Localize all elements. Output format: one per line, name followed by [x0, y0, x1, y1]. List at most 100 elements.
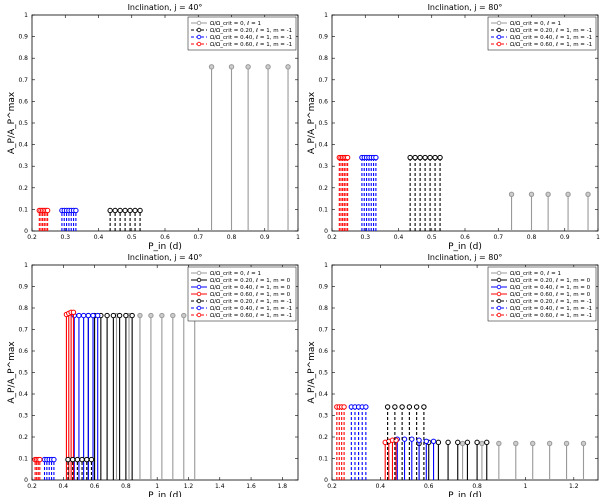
stem-marker — [565, 191, 571, 197]
stem-marker — [530, 440, 536, 447]
legend-label: Ω/Ω_crit = 0.20, ℓ = 1, m = -1 — [210, 28, 292, 34]
stem-marker — [127, 207, 133, 214]
stem-marker — [546, 440, 553, 447]
legend-marker — [196, 20, 202, 26]
legend-label: Ω/Ω_crit = 0.60, ℓ = 1, m = -1 — [510, 42, 592, 48]
stem-marker — [228, 64, 235, 70]
x-tick-label: 1 — [596, 234, 600, 241]
y-tick-label: 0.3 — [18, 413, 28, 420]
legend-label: Ω/Ω_crit = 0.60, ℓ = 1, m = -1 — [210, 313, 292, 319]
x-tick-label: 0.9 — [560, 234, 570, 241]
stem-marker — [285, 64, 291, 70]
y-tick-label: 0.5 — [318, 120, 328, 127]
x-tick-label: 1.8 — [278, 483, 288, 490]
stem-marker — [69, 456, 76, 463]
legend-label: Ω/Ω_crit = 0, ℓ = 1 — [510, 271, 561, 277]
legend-marker — [496, 277, 502, 283]
legend-label: Ω/Ω_crit = 0.40, ℓ = 1, m = -1 — [510, 35, 592, 41]
legend-label: Ω/Ω_crit = 0, ℓ = 1 — [210, 271, 261, 277]
x-tick-label: 0.4 — [59, 483, 69, 490]
legend-label: Ω/Ω_crit = 0.20, ℓ = 1, m = 0 — [210, 278, 291, 284]
x-tick-label: 0.2 — [327, 483, 337, 490]
stem-marker — [484, 439, 490, 446]
legend-marker — [496, 20, 502, 26]
stem-marker — [122, 207, 128, 214]
stem-marker — [585, 191, 591, 197]
stem-marker — [421, 404, 427, 410]
y-tick-label: 0.3 — [318, 163, 328, 170]
y-tick-label: 0.8 — [18, 55, 28, 62]
legend-marker — [196, 284, 202, 290]
y-tick-label: 1 — [324, 262, 328, 269]
stem-marker — [104, 312, 110, 319]
x-tick-label: 0.8 — [472, 483, 482, 490]
stem-marker — [406, 404, 413, 410]
x-tick-label: 0.8 — [121, 483, 131, 490]
y-tick-label: 0.1 — [18, 206, 28, 213]
y-tick-label: 0.6 — [18, 98, 28, 105]
stem-marker — [79, 456, 85, 463]
x-tick-label: 0.7 — [493, 234, 503, 241]
y-tick-label: 0.8 — [318, 55, 328, 62]
y-axis-label: A_P/A_P^max — [7, 341, 17, 404]
stem-marker — [496, 440, 502, 447]
stem-marker — [95, 312, 101, 319]
stem-marker — [401, 436, 408, 442]
stem-marker — [416, 437, 422, 443]
stem-marker — [80, 312, 87, 319]
x-axis-label: P_in (d) — [148, 242, 182, 252]
chart-panel-1: Inclination, j = 40° 0.2 0.3 0.4 0.5 0.6 0.7 0.… — [7, 3, 300, 252]
stem-marker — [445, 439, 451, 446]
stem-marker — [432, 154, 438, 161]
stem-marker — [112, 207, 118, 214]
stem-marker — [132, 207, 138, 214]
y-tick-label: 0.4 — [318, 391, 328, 398]
legend-marker — [196, 27, 202, 33]
x-tick-label: 0.2 — [27, 234, 37, 241]
stem-marker — [74, 456, 81, 463]
y-tick-label: 0.6 — [318, 348, 328, 355]
stem-marker — [437, 154, 443, 161]
legend-marker — [196, 41, 202, 47]
y-tick-label: 1 — [24, 262, 28, 269]
chart-panel-3: Inclination, j = 40° 0.2 0.4 0.6 0.8 1 1.2 1.4 1… — [7, 253, 299, 497]
x-tick-label: 0.4 — [376, 483, 386, 490]
chart-panel-2: Inclination, j = 80° 0.2 0.3 0.4 0.5 0.6 0.7 0.… — [307, 3, 600, 252]
x-tick-label: 1.2 — [184, 483, 194, 490]
stem-marker — [110, 312, 117, 319]
chart-title: Inclination, j = 40° — [128, 253, 203, 262]
stem-marker — [159, 312, 165, 319]
legend-label: Ω/Ω_crit = 0.40, ℓ = 1, m = -1 — [510, 306, 592, 312]
y-tick-label: 0.2 — [318, 185, 328, 192]
stem-marker — [508, 191, 515, 197]
x-tick-label: 0.6 — [424, 483, 434, 490]
stem-marker — [123, 312, 129, 319]
y-tick-label: 0.8 — [18, 305, 28, 312]
y-tick-label: 0.7 — [318, 77, 328, 84]
y-tick-label: 0 — [24, 228, 28, 235]
chart-panel-4: Inclination, j = 80° 0.2 0.4 0.6 0.8 1 1.2 0 0.1… — [307, 253, 599, 497]
stem-marker — [545, 191, 551, 197]
x-tick-label: 0.6 — [90, 483, 100, 490]
legend-marker — [496, 298, 502, 304]
y-axis-label: A_P/A_P^max — [307, 91, 317, 154]
legend-label: Ω/Ω_crit = 0.60, ℓ = 1, m = 0 — [210, 292, 291, 298]
x-axis-label: P_in (d) — [448, 242, 482, 252]
y-tick-label: 0.4 — [318, 142, 328, 149]
stem-marker — [90, 312, 96, 319]
stem-marker — [363, 404, 369, 410]
stem-marker — [51, 456, 57, 463]
stem-marker — [422, 154, 428, 161]
legend-marker — [496, 270, 502, 276]
y-tick-label: 0.7 — [318, 327, 328, 334]
y-tick-label: 0.9 — [18, 284, 28, 291]
legend-label: Ω/Ω_crit = 0.20, ℓ = 1, m = -1 — [510, 28, 592, 34]
stem-marker — [392, 404, 398, 410]
stem-marker — [430, 438, 437, 444]
legend-marker — [196, 277, 202, 283]
legend-label: Ω/Ω_crit = 0.40, ℓ = 1, m = -1 — [210, 306, 292, 312]
x-tick-label: 0.8 — [527, 234, 537, 241]
stem-marker — [208, 64, 215, 70]
legend-marker — [196, 291, 202, 297]
